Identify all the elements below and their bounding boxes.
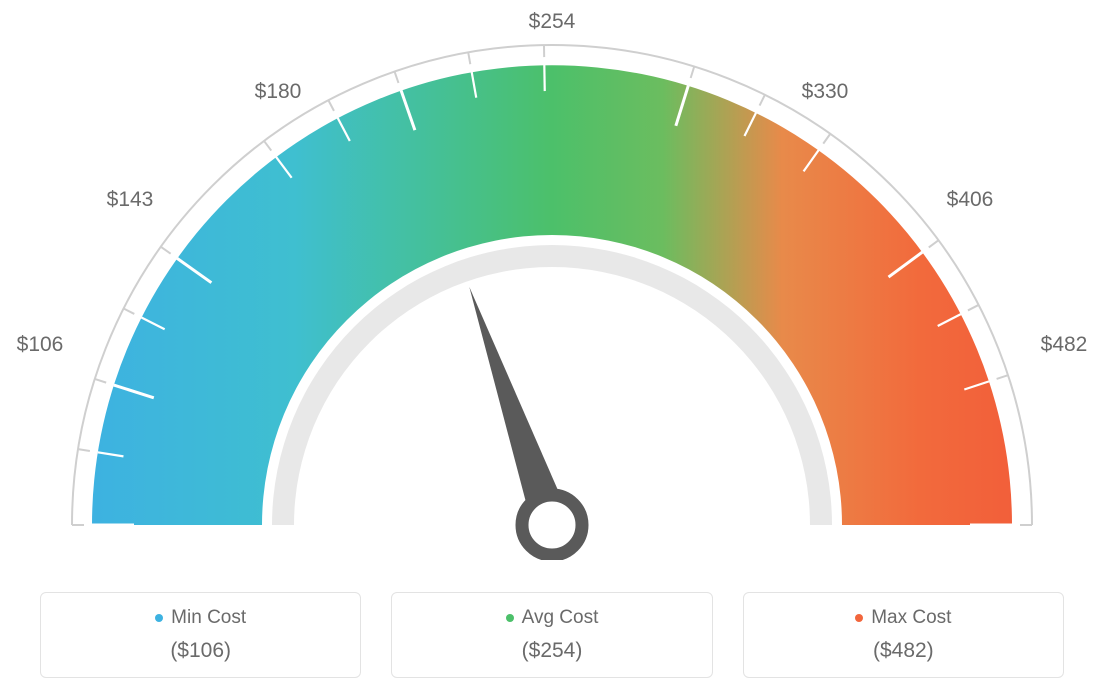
tick-label: $254 bbox=[529, 10, 576, 34]
min-card-title: Min Cost bbox=[171, 607, 246, 629]
gauge-chart: $106 $143 $180 $254 $330 $406 $482 bbox=[0, 0, 1104, 560]
outer-tick-mark bbox=[929, 240, 939, 247]
max-bullet-icon bbox=[855, 614, 863, 622]
tick-label: $330 bbox=[802, 80, 849, 104]
outer-tick-mark bbox=[78, 449, 90, 451]
needle-hub bbox=[522, 495, 582, 555]
avg-card-title-row: Avg Cost bbox=[392, 607, 711, 629]
outer-tick-mark bbox=[823, 134, 830, 144]
avg-card-value: ($254) bbox=[392, 639, 711, 663]
outer-tick-mark bbox=[264, 141, 271, 151]
tick-label: $406 bbox=[947, 188, 994, 212]
outer-tick-mark bbox=[161, 247, 171, 254]
max-card-value: ($482) bbox=[744, 639, 1063, 663]
min-cost-card: Min Cost ($106) bbox=[40, 592, 361, 678]
gauge-colored-arc bbox=[92, 65, 1012, 525]
min-card-title-row: Min Cost bbox=[41, 607, 360, 629]
outer-tick-mark bbox=[968, 305, 979, 311]
tick-label: $180 bbox=[255, 80, 302, 104]
min-card-value: ($106) bbox=[41, 639, 360, 663]
max-card-title: Max Cost bbox=[871, 607, 951, 629]
outer-tick-mark bbox=[395, 72, 399, 83]
cost-cards-row: Min Cost ($106) Avg Cost ($254) Max Cost… bbox=[40, 592, 1064, 678]
avg-cost-card: Avg Cost ($254) bbox=[391, 592, 712, 678]
outer-tick-mark bbox=[95, 379, 106, 383]
tick-label: $106 bbox=[17, 333, 64, 357]
outer-tick-mark bbox=[124, 309, 135, 314]
tick-label: $143 bbox=[107, 188, 154, 212]
avg-bullet-icon bbox=[506, 614, 514, 622]
tick-label: $482 bbox=[1041, 333, 1088, 357]
min-bullet-icon bbox=[155, 614, 163, 622]
avg-card-title: Avg Cost bbox=[522, 607, 599, 629]
outer-tick-mark bbox=[691, 67, 695, 78]
max-card-title-row: Max Cost bbox=[744, 607, 1063, 629]
max-cost-card: Max Cost ($482) bbox=[743, 592, 1064, 678]
outer-tick-mark bbox=[328, 100, 334, 111]
outer-tick-mark bbox=[468, 52, 470, 64]
outer-tick-mark bbox=[760, 95, 765, 106]
gauge-svg bbox=[0, 0, 1104, 560]
outer-tick-mark bbox=[997, 375, 1008, 379]
